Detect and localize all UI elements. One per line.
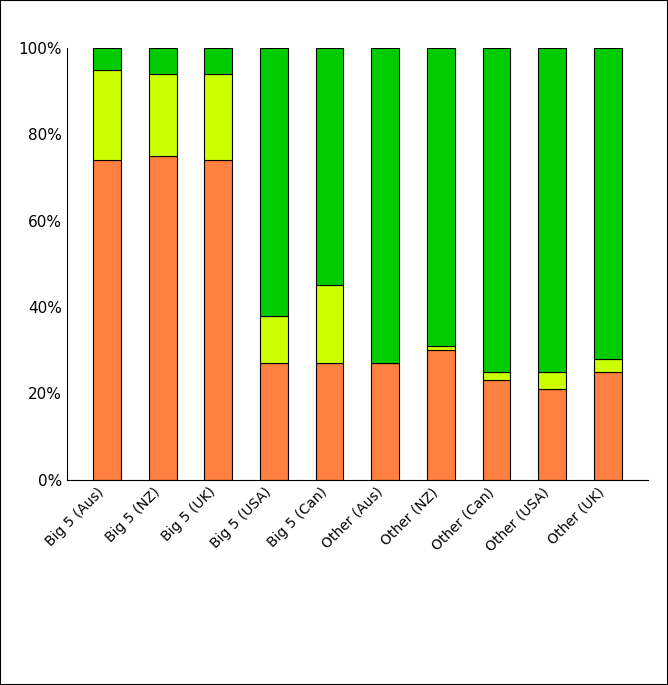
Bar [149,74,176,156]
Bar [371,363,399,479]
Bar [316,48,343,286]
Bar [149,156,176,480]
Bar [316,286,343,363]
Bar [204,160,232,480]
Bar [594,371,621,480]
Bar [316,363,343,479]
Bar [482,48,510,371]
Bar [204,48,232,74]
Bar [482,380,510,479]
Bar [204,74,232,160]
Bar [538,371,566,389]
Bar [594,359,621,371]
Bar [594,48,621,359]
Bar [427,346,455,350]
Bar [94,70,121,160]
Bar [371,48,399,363]
Bar [94,48,121,70]
Bar [427,48,455,346]
Bar [538,48,566,371]
Bar [427,350,455,480]
Bar [94,160,121,480]
Bar [149,48,176,74]
Bar [260,316,288,363]
Bar [538,389,566,480]
Bar [260,363,288,479]
Bar [482,372,510,380]
Bar [260,48,288,316]
